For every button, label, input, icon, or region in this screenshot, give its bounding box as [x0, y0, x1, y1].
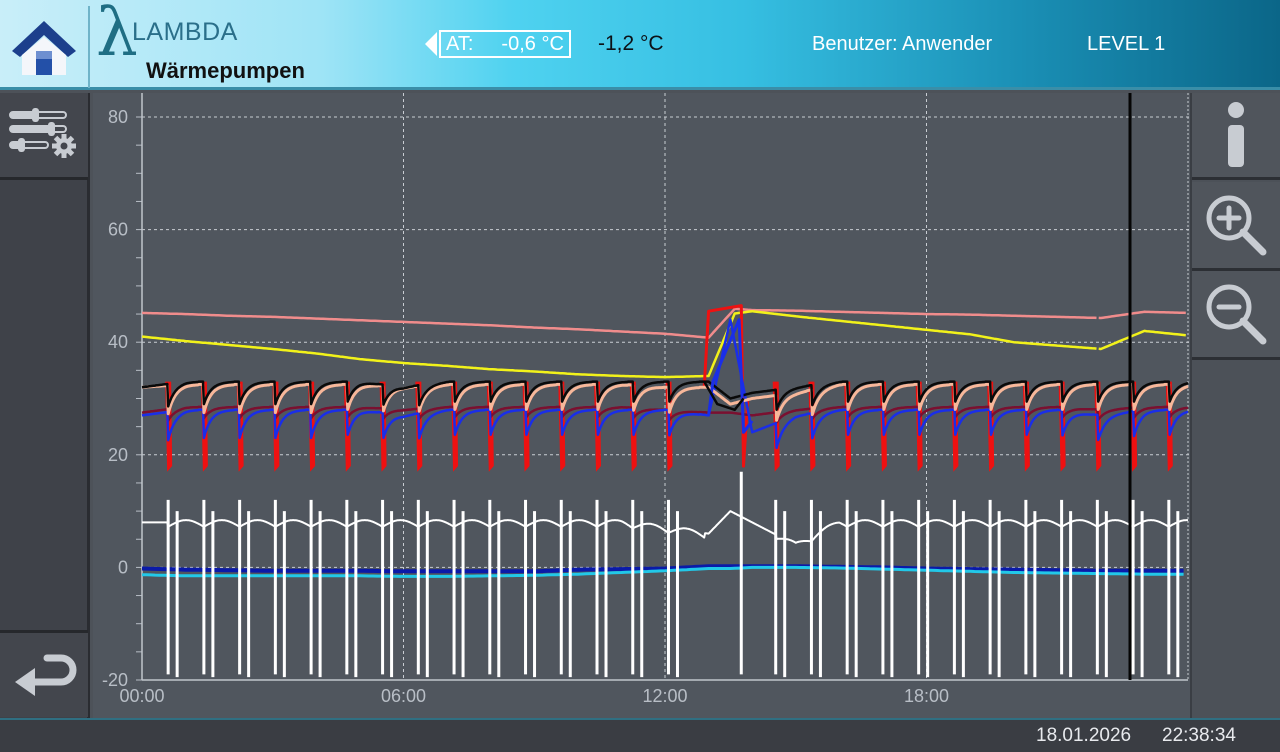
status-bar: 18.01.2026 22:38:34: [0, 718, 1280, 752]
info-button[interactable]: [1192, 93, 1280, 180]
y-tick-label: 0: [118, 557, 128, 577]
user-label: Benutzer: Anwender: [812, 33, 993, 55]
brand-name: LAMBDA: [132, 18, 238, 46]
chart-series: [141, 304, 1189, 678]
right-sidebar: [1190, 93, 1280, 718]
y-tick-label: 40: [108, 332, 128, 352]
series-line: [141, 307, 1097, 339]
home-button[interactable]: [0, 6, 90, 88]
series-line: [141, 382, 1189, 422]
sliders-gear-icon: [9, 108, 76, 158]
return-arrow-icon: [15, 654, 77, 696]
outdoor-temp-widget[interactable]: AT: -0,6 °C: [425, 30, 571, 58]
level-label: LEVEL 1: [1087, 33, 1166, 55]
x-tick-label: 00:00: [119, 686, 164, 706]
y-tick-label: 80: [108, 107, 128, 127]
series-line: [141, 564, 1184, 574]
y-tick-label: -20: [102, 670, 128, 690]
brand-subtitle: Wärmepumpen: [146, 58, 305, 83]
series-line: [1098, 329, 1186, 351]
zoom-in-icon: [1206, 195, 1267, 256]
zoom-in-button[interactable]: [1192, 182, 1280, 271]
info-icon: [1228, 102, 1244, 167]
outdoor-temp-label: AT:: [446, 32, 474, 55]
series-line: [141, 510, 1189, 544]
status-time: 22:38:34: [1162, 725, 1236, 746]
x-tick-label: 06:00: [381, 686, 426, 706]
zoom-out-icon: [1206, 284, 1267, 345]
settings-sliders-button[interactable]: [0, 93, 88, 180]
x-tick-label: 12:00: [642, 686, 687, 706]
x-tick-label: 18:00: [904, 686, 949, 706]
left-sidebar: [0, 93, 90, 718]
series-line: [703, 380, 745, 412]
outdoor-temp-frame: AT: -0,6 °C: [439, 30, 571, 58]
trend-chart[interactable]: 80 60 40 20 0 -20 00:00 06:00 12:00 18:00: [93, 93, 1190, 718]
home-icon: [12, 21, 76, 75]
header-bar: λ LAMBDA Wärmepumpen AT: -0,6 °C -1,2 °C…: [0, 0, 1280, 90]
y-tick-label: 20: [108, 445, 128, 465]
y-tick-label: 60: [108, 220, 128, 240]
triangle-left-icon: [425, 32, 437, 56]
series-line: [141, 318, 1189, 450]
series-line: [141, 565, 1184, 578]
outdoor-temp-value: -0,6 °C: [501, 32, 564, 55]
series-line: [141, 380, 1189, 411]
outdoor-temp-measured: -1,2 °C: [598, 32, 664, 55]
series-line: [141, 309, 1097, 379]
series-line: [1098, 310, 1186, 320]
lambda-logo-glyph: λ: [96, 0, 138, 71]
status-date: 18.01.2026: [1036, 725, 1132, 746]
back-button[interactable]: [0, 630, 88, 717]
zoom-out-button[interactable]: [1192, 271, 1280, 360]
series-line: [702, 304, 750, 468]
